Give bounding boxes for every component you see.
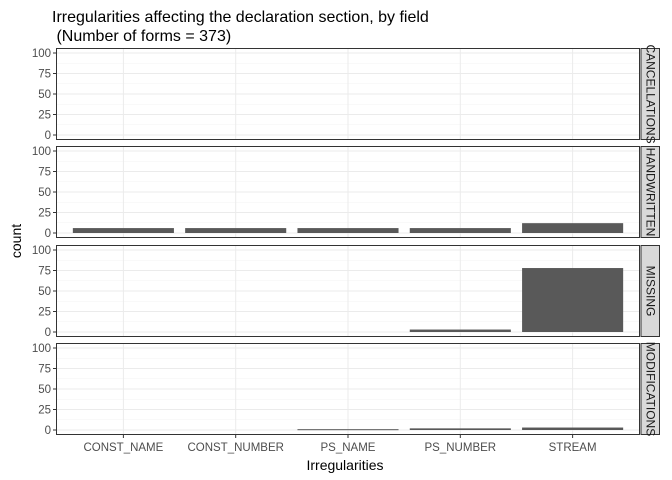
y-tick-label: 50 [38, 187, 51, 199]
y-tick-label: 50 [38, 384, 51, 396]
bar-modifications-ps_number [409, 428, 511, 430]
facet-strip [640, 146, 660, 238]
y-tick-label: 0 [45, 425, 51, 437]
facet-strip-label: MISSING [643, 266, 657, 317]
bar-missing-stream [522, 268, 624, 332]
y-tick-label: 0 [45, 130, 51, 142]
facet-strip-label: HANDWRITTEN [643, 148, 657, 237]
bar-handwritten-ps_number [409, 228, 511, 233]
x-tick-label: STREAM [549, 442, 597, 454]
facet-panel-missing: 0 25 50 75 100 MISSING [32, 245, 660, 339]
facet-panel-modifications: 0 25 50 75 100 MODIFICATIONS [32, 342, 660, 437]
y-tick-label: 100 [32, 245, 51, 257]
y-tick-label: 25 [38, 208, 51, 220]
facet-panel-cancellations: 0 25 50 75 100 CANCELLATIONS [32, 44, 660, 144]
bar-handwritten-const_name [72, 228, 174, 233]
bar-handwritten-ps_name [297, 228, 399, 233]
y-tick-label: 0 [45, 228, 51, 240]
facet-panels: 0 25 50 75 100 CANCELLATIONS 0 25 50 75 100 HANDWRI… [32, 44, 660, 437]
y-tick-label: 50 [38, 89, 51, 101]
y-tick-label: 75 [38, 167, 51, 179]
facet-panel-handwritten: 0 25 50 75 100 HANDWRITTEN [32, 146, 660, 240]
y-tick-label: 100 [32, 48, 51, 60]
x-axis-title: Irregularities [306, 457, 383, 473]
panel-border [56, 343, 640, 435]
x-tick-label: CONST_NUMBER [187, 442, 283, 454]
bar-modifications-ps_name [297, 429, 399, 431]
facet-strip [640, 48, 660, 140]
y-tick-label: 25 [38, 110, 51, 122]
y-tick-label: 75 [38, 266, 51, 278]
bar-handwritten-stream [522, 223, 624, 233]
x-tick-label: PS_NUMBER [425, 442, 497, 454]
y-tick-label: 100 [32, 343, 51, 355]
y-axis-title: count [8, 224, 24, 258]
bar-modifications-stream [522, 427, 624, 430]
facet-strip [640, 245, 660, 337]
y-tick-label: 100 [32, 146, 51, 158]
panel-border [56, 146, 640, 238]
facet-strip [640, 343, 660, 435]
y-tick-label: 0 [45, 327, 51, 339]
chart-title-line2: (Number of forms = 373) [52, 28, 231, 45]
y-tick-label: 25 [38, 405, 51, 417]
panel-border [56, 48, 640, 140]
panel-border [56, 245, 640, 337]
facet-strip-label: CANCELLATIONS [643, 44, 657, 143]
facet-strip-label: MODIFICATIONS [643, 342, 657, 436]
y-tick-label: 50 [38, 286, 51, 298]
y-tick-label: 25 [38, 307, 51, 319]
y-tick-label: 75 [38, 364, 51, 376]
x-tick-label: PS_NAME [321, 442, 376, 454]
x-axis: CONST_NAME CONST_NUMBER PS_NAME PS_NUMBER ST… [83, 435, 597, 454]
chart-title-line1: Irregularities affecting the declaration… [52, 9, 429, 26]
y-tick-label: 75 [38, 69, 51, 81]
bar-handwritten-const_number [185, 228, 287, 233]
x-tick-label: CONST_NAME [83, 442, 163, 454]
bar-missing-ps_number [409, 329, 511, 332]
